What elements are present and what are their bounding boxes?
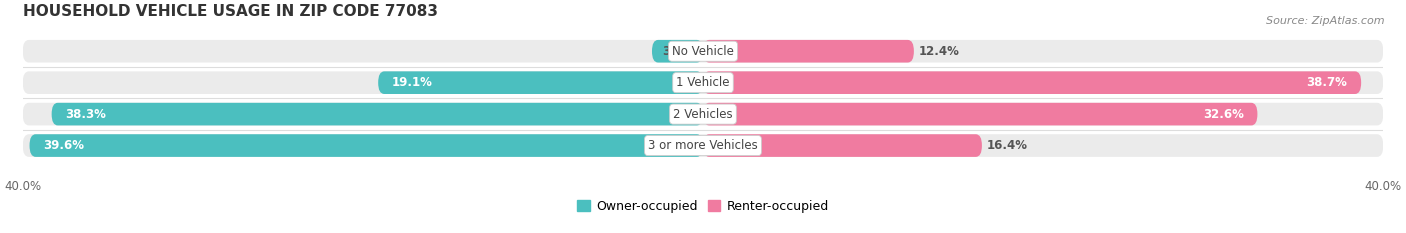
Legend: Owner-occupied, Renter-occupied: Owner-occupied, Renter-occupied xyxy=(572,195,834,218)
FancyBboxPatch shape xyxy=(703,40,914,62)
FancyBboxPatch shape xyxy=(22,40,1384,62)
Text: 1 Vehicle: 1 Vehicle xyxy=(676,76,730,89)
FancyBboxPatch shape xyxy=(22,103,1384,125)
Text: 3 or more Vehicles: 3 or more Vehicles xyxy=(648,139,758,152)
FancyBboxPatch shape xyxy=(703,134,981,157)
FancyBboxPatch shape xyxy=(52,103,703,125)
Text: 12.4%: 12.4% xyxy=(920,45,960,58)
FancyBboxPatch shape xyxy=(703,103,1257,125)
FancyBboxPatch shape xyxy=(652,40,703,62)
Text: Source: ZipAtlas.com: Source: ZipAtlas.com xyxy=(1267,16,1385,26)
FancyBboxPatch shape xyxy=(703,71,1361,94)
Text: 38.3%: 38.3% xyxy=(65,108,105,121)
Text: 19.1%: 19.1% xyxy=(392,76,433,89)
FancyBboxPatch shape xyxy=(30,134,703,157)
FancyBboxPatch shape xyxy=(378,71,703,94)
FancyBboxPatch shape xyxy=(22,71,1384,94)
Text: 39.6%: 39.6% xyxy=(44,139,84,152)
Text: 32.6%: 32.6% xyxy=(1204,108,1244,121)
Text: 38.7%: 38.7% xyxy=(1306,76,1347,89)
Text: No Vehicle: No Vehicle xyxy=(672,45,734,58)
FancyBboxPatch shape xyxy=(22,134,1384,157)
Text: HOUSEHOLD VEHICLE USAGE IN ZIP CODE 77083: HOUSEHOLD VEHICLE USAGE IN ZIP CODE 7708… xyxy=(22,4,437,19)
Text: 3.0%: 3.0% xyxy=(662,45,695,58)
Text: 16.4%: 16.4% xyxy=(987,139,1028,152)
Text: 2 Vehicles: 2 Vehicles xyxy=(673,108,733,121)
